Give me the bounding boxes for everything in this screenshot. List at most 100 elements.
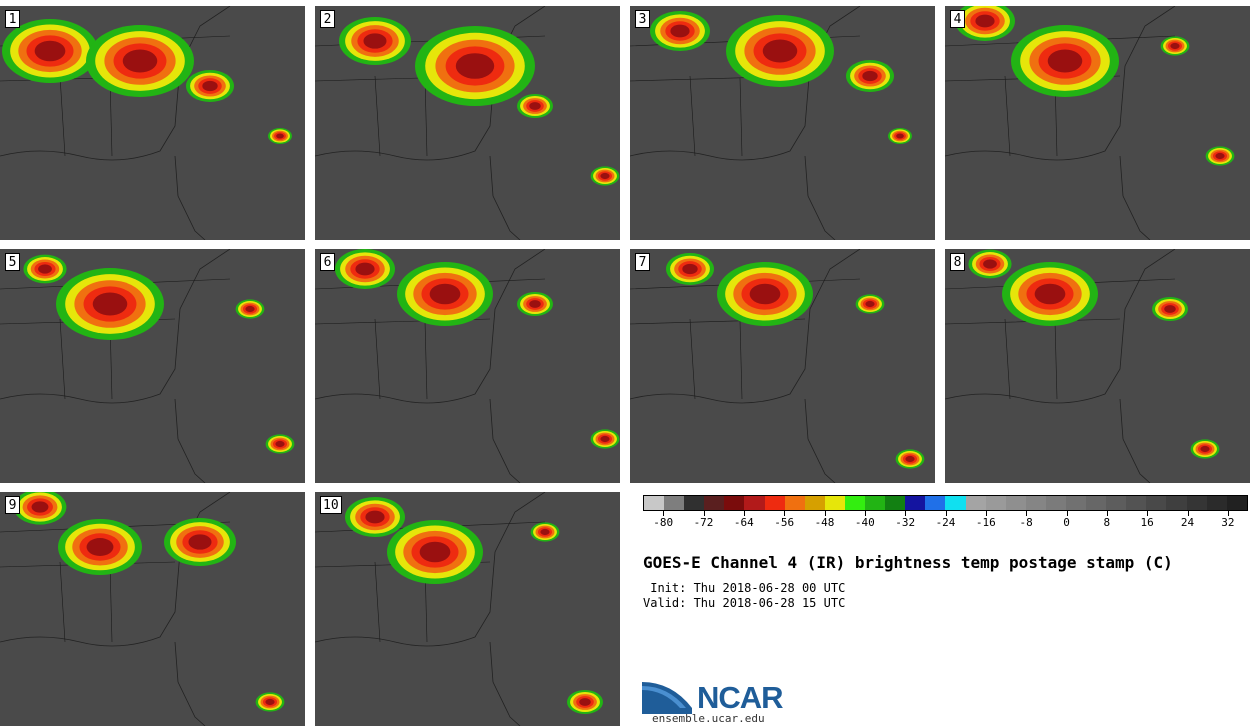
panel-6: 6 (315, 249, 620, 483)
coastline (315, 249, 546, 404)
florida-coast (489, 398, 521, 483)
colorbar-tick-label: -56 (774, 516, 795, 529)
florida-coast (1119, 155, 1151, 240)
cloud-top-region (1215, 152, 1225, 160)
colorbar-swatch (644, 496, 665, 510)
panel-7: 7 (630, 249, 935, 483)
ir-map (315, 249, 620, 483)
ir-map (945, 249, 1220, 483)
cloud-top-region (265, 698, 275, 706)
florida-coast (489, 641, 521, 726)
colorbar-swatch (865, 496, 886, 510)
panel-3: 3 (630, 6, 935, 240)
colorbar-swatch (985, 496, 1006, 510)
colorbar-tick-label: -32 (895, 516, 916, 529)
colorbar-ticks: -80 -72 -64 -56 -48 -40 -32 -24 -16 -8 0 8 16 24 32 (643, 511, 1248, 531)
colorbar-tick (1106, 511, 1108, 516)
cloud-top-region (365, 510, 385, 524)
logo-text: NCAR (697, 680, 784, 715)
state-borders (315, 35, 546, 157)
cloud-top-region (1047, 49, 1083, 73)
cloud-top-region (529, 300, 541, 308)
coastline (0, 249, 231, 404)
colorbar-swatch (1005, 496, 1026, 510)
colorbar-swatch (764, 496, 785, 510)
coastline (0, 6, 231, 161)
colorbar-tick (1066, 511, 1068, 516)
panel-label: 9 (5, 496, 20, 514)
colorbar-swatch (905, 496, 926, 510)
panel-label: 1 (5, 10, 20, 28)
ir-map (945, 6, 1235, 240)
panel-label: 7 (635, 253, 650, 271)
cloud-top-region (34, 40, 66, 62)
cloud-top-region (31, 501, 49, 513)
cloud-top-region (896, 133, 904, 139)
colorbar-tick-label: -64 (733, 516, 754, 529)
colorbar-swatch (1126, 496, 1147, 510)
ncar-logo-icon (642, 682, 692, 714)
coastline (0, 492, 231, 647)
state-borders (315, 278, 546, 400)
cloud-top-region (529, 102, 541, 110)
colorbar-swatch (824, 496, 845, 510)
panel-9: 9 (0, 492, 305, 726)
colorbar-tick-label: -72 (693, 516, 714, 529)
colorbar-swatch (704, 496, 725, 510)
cloud-top-region (600, 435, 610, 443)
ir-map (630, 249, 925, 483)
panel-label: 6 (320, 253, 335, 271)
cloud-top-region (670, 24, 690, 38)
ir-map (315, 6, 620, 240)
panel-label: 8 (950, 253, 965, 271)
cloud-top-region (975, 14, 995, 28)
cloud-top-region (455, 53, 495, 79)
colorbar-tick-label: 32 (1221, 516, 1235, 529)
state-borders (630, 35, 861, 157)
panel-10: 10 (315, 492, 620, 726)
colorbar-tick (1026, 511, 1028, 516)
cloud-top-region (122, 49, 158, 73)
colorbar-swatch (1086, 496, 1107, 510)
logo-url: ensemble.ucar.edu (652, 712, 765, 725)
panel-label: 3 (635, 10, 650, 28)
florida-coast (1119, 398, 1151, 483)
cloud-top-region (1200, 445, 1210, 453)
cloud-top-region (905, 455, 915, 463)
colorbar-swatch (885, 496, 906, 510)
cloud-top-region (1170, 42, 1180, 50)
colorbar-tick-label: -8 (1019, 516, 1033, 529)
colorbar-tick (945, 511, 947, 516)
colorbar-swatch (804, 496, 825, 510)
colorbar-swatch (1206, 496, 1227, 510)
colorbar-swatch (744, 496, 765, 510)
cloud-top-region (540, 528, 550, 536)
panel-label: 10 (320, 496, 342, 514)
init-time: Init: Thu 2018-06-28 00 UTC (643, 581, 846, 595)
colorbar-swatch (844, 496, 866, 510)
colorbar-tick-label: 8 (1103, 516, 1111, 529)
figure-title: GOES-E Channel 4 (IR) brightness temp po… (643, 553, 1173, 572)
colorbar-swatch (1045, 496, 1066, 510)
cloud-top-region (682, 263, 698, 275)
florida-coast (804, 155, 836, 240)
panel-1: 1 (0, 6, 305, 240)
colorbar-swatch (945, 496, 966, 510)
ir-map (315, 492, 603, 726)
colorbar-swatch (684, 496, 705, 510)
colorbar-tick-label: 24 (1180, 516, 1195, 529)
cloud-top-region (245, 305, 255, 313)
colorbar-swatch (1226, 496, 1247, 510)
ir-map (0, 249, 295, 483)
colorbar-tick (743, 511, 745, 516)
panel-4: 4 (945, 6, 1250, 240)
cloud-top-region (1164, 305, 1176, 313)
panel-2: 2 (315, 6, 620, 240)
colorbar (643, 495, 1248, 511)
colorbar-swatch (724, 496, 745, 510)
cloud-top-region (579, 698, 591, 706)
cloud-top-region (600, 172, 610, 180)
panel-label: 5 (5, 253, 20, 271)
colorbar-swatch (1106, 496, 1127, 510)
colorbar-tick (1187, 511, 1189, 516)
